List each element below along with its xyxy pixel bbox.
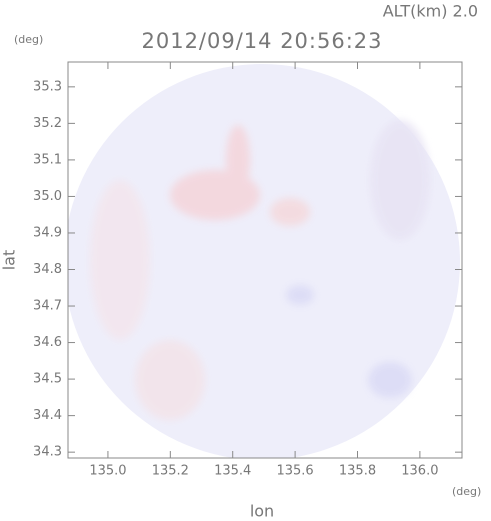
y-tick-label: 34.8 (33, 262, 62, 277)
x-tick-label: 135.6 (276, 464, 313, 479)
x-tick-label: 135.4 (214, 464, 251, 479)
y-unit: (deg) (14, 33, 43, 46)
y-axis-label: lat (0, 250, 19, 271)
y-tick-label: 34.9 (33, 225, 62, 240)
x-tick-label: 135.8 (339, 464, 376, 479)
x-tick-label: 135.2 (152, 464, 189, 479)
x-tick-label: 136.0 (401, 464, 438, 479)
y-tick-label: 35.0 (33, 189, 62, 204)
radar-field (68, 64, 460, 458)
y-tick-label: 34.5 (33, 372, 62, 387)
x-axis-label: lon (250, 502, 274, 521)
y-tick-label: 34.7 (33, 299, 62, 314)
y-tick-label: 35.2 (33, 116, 62, 131)
y-tick-label: 34.3 (33, 445, 62, 460)
x-tick-label: 135.0 (89, 464, 126, 479)
altitude-label: ALT(km) 2.0 (383, 2, 478, 21)
y-tick-label: 34.4 (33, 408, 62, 423)
y-tick-label: 35.1 (33, 152, 62, 167)
x-unit: (deg) (452, 485, 481, 498)
y-tick-label: 34.6 (33, 335, 62, 350)
chart-title: 2012/09/14 20:56:23 (141, 29, 382, 53)
plot-frame (67, 61, 463, 459)
y-tick-label: 35.3 (33, 79, 62, 94)
